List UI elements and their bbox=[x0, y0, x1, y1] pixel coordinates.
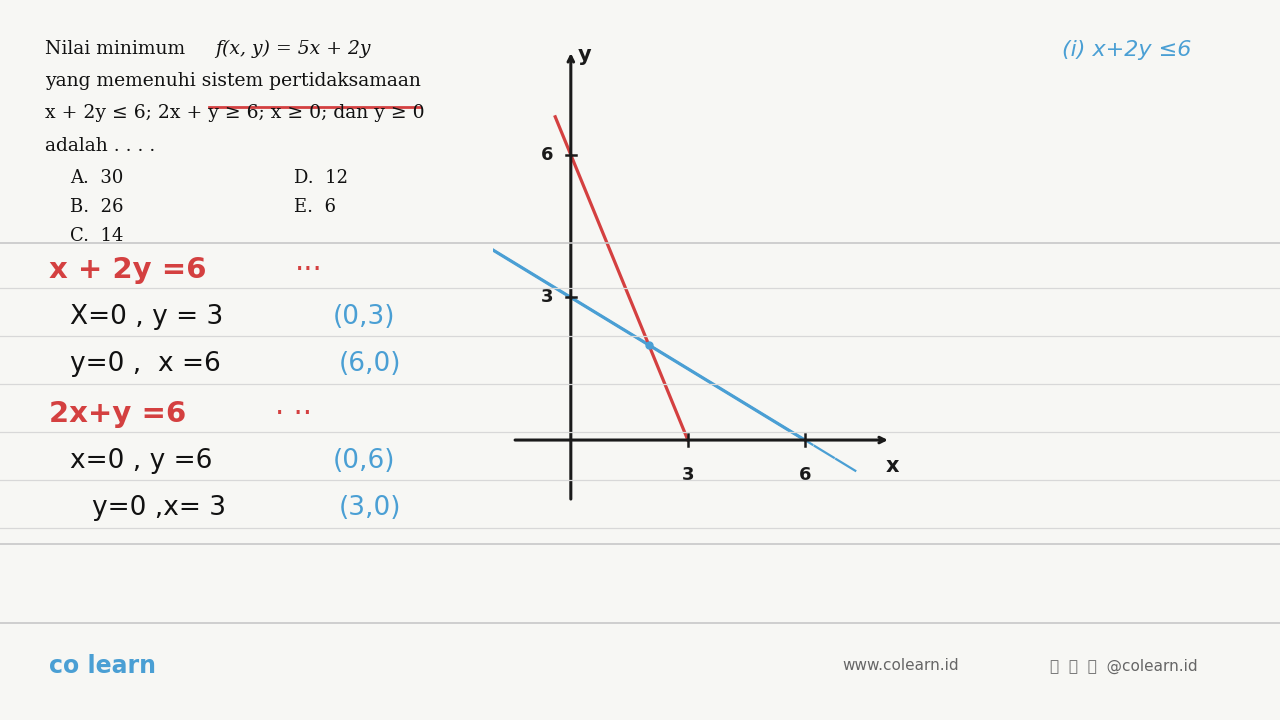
Text: 6: 6 bbox=[540, 146, 553, 164]
Text: B.  26: B. 26 bbox=[70, 198, 124, 216]
Text: (6,0): (6,0) bbox=[339, 351, 402, 377]
Text: co learn: co learn bbox=[49, 654, 156, 678]
Text: 6: 6 bbox=[799, 466, 812, 484]
Text: www.colearn.id: www.colearn.id bbox=[842, 659, 959, 673]
Text: (0,3): (0,3) bbox=[333, 304, 396, 330]
Text: 3: 3 bbox=[681, 466, 694, 484]
Text: Nilai minimum: Nilai minimum bbox=[45, 40, 191, 58]
Text: 3: 3 bbox=[540, 289, 553, 307]
Text: D.  12: D. 12 bbox=[294, 169, 348, 187]
Text: y=0 ,  x =6: y=0 , x =6 bbox=[70, 351, 221, 377]
Text: E.  6: E. 6 bbox=[294, 198, 337, 216]
Text: · ··: · ·· bbox=[275, 400, 312, 428]
Text:       @colearn.id:    @colearn.id bbox=[1050, 658, 1197, 674]
Text: x + 2y ≤ 6; 2x + y ≥ 6; x ≥ 0; dan y ≥ 0: x + 2y ≤ 6; 2x + y ≥ 6; x ≥ 0; dan y ≥ 0 bbox=[45, 104, 425, 122]
Text: (i) x+2y ≤6: (i) x+2y ≤6 bbox=[1062, 40, 1192, 60]
Text: f(x, y) = 5x + 2y: f(x, y) = 5x + 2y bbox=[215, 40, 370, 58]
Text: x=0 , y =6: x=0 , y =6 bbox=[70, 448, 212, 474]
Text: A.  30: A. 30 bbox=[70, 169, 124, 187]
Text: ···: ··· bbox=[294, 256, 323, 284]
Text: x + 2y =6: x + 2y =6 bbox=[49, 256, 206, 284]
Text: C.  14: C. 14 bbox=[70, 227, 124, 245]
Text: (0,6): (0,6) bbox=[333, 448, 396, 474]
Text: x: x bbox=[886, 456, 900, 476]
Text: X=0 , y = 3: X=0 , y = 3 bbox=[70, 304, 224, 330]
Text: 2x+y =6: 2x+y =6 bbox=[49, 400, 186, 428]
Text: y: y bbox=[577, 45, 591, 65]
Text: y=0 ,x= 3: y=0 ,x= 3 bbox=[92, 495, 227, 521]
Text: yang memenuhi sistem pertidaksamaan: yang memenuhi sistem pertidaksamaan bbox=[45, 72, 421, 90]
Text: (3,0): (3,0) bbox=[339, 495, 402, 521]
Text: adalah . . . .: adalah . . . . bbox=[45, 137, 155, 155]
